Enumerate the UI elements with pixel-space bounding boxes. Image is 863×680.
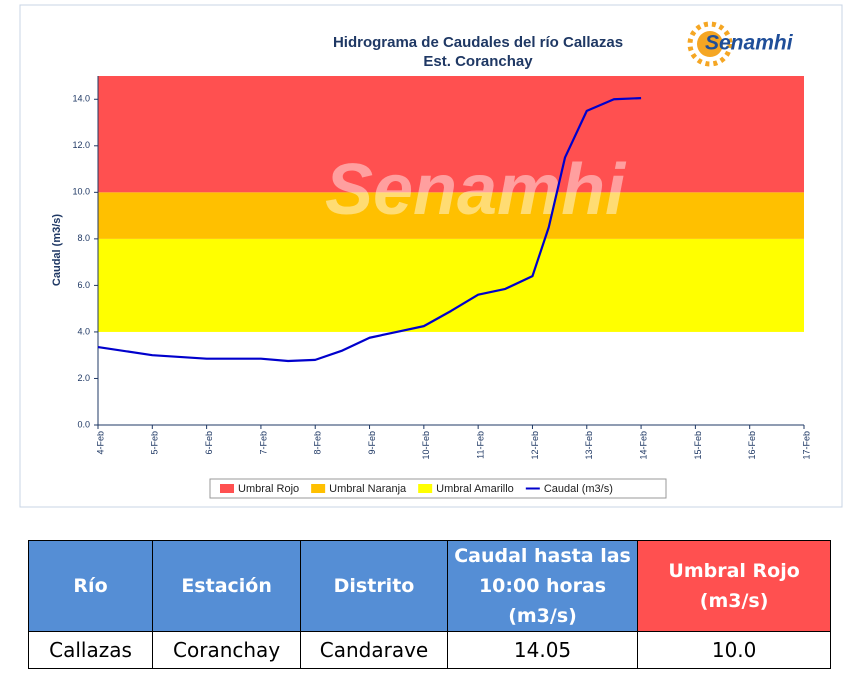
table-cell: 14.05 [446,631,639,669]
y-tick-label: 4.0 [77,326,90,336]
chart-title: Hidrograma de Caudales del río Callazas [333,34,623,51]
table-cell: Candarave [300,631,448,669]
threshold-band [98,238,804,332]
legend-label: Umbral Rojo [238,483,299,495]
logo-icon [687,21,733,67]
x-tick-label: 4-Feb [95,431,105,455]
logo: Senamhi [705,32,794,55]
table-header: Umbral Rojo (m3/s) [637,540,831,632]
legend-label: Umbral Naranja [329,483,407,495]
summary-table: Río Estación Distrito Caudal hasta las 10:0… [27,540,831,669]
x-tick-label: 9-Feb [367,431,377,455]
x-tick-label: 11-Feb [476,431,486,459]
table-header: Estación [152,540,302,632]
x-tick-label: 7-Feb [258,431,268,455]
table-header: Distrito [300,540,448,632]
y-tick-label: 10.0 [72,187,90,197]
y-axis-label: Caudal (m3/s) [51,214,63,286]
y-tick-label: 12.0 [72,140,90,150]
x-tick-label: 14-Feb [638,431,648,460]
legend-swatch [311,484,326,493]
x-tick-label: 15-Feb [693,431,703,460]
x-tick-label: 6-Feb [204,431,214,455]
x-tick-label: 16-Feb [747,431,757,460]
watermark: Senamhi [325,150,627,230]
x-tick-label: 8-Feb [313,431,323,455]
x-tick-label: 17-Feb [801,431,811,460]
x-tick-label: 12-Feb [530,431,540,460]
legend-label: Caudal (m3/s) [544,483,613,495]
threshold-band [98,76,804,193]
legend-swatch [220,484,234,493]
x-tick-label: 13-Feb [584,431,594,460]
legend-swatch [418,484,433,493]
y-tick-label: 2.0 [77,373,90,383]
legend [209,478,667,499]
table-header: Río [27,540,154,632]
x-tick-label: 5-Feb [150,431,160,455]
y-tick-label: 6.0 [77,280,90,290]
y-tick-label: 14.0 [72,94,90,104]
table-cell: 10.0 [637,631,831,669]
table-cell: Coranchay [152,631,302,669]
table-cell: Callazas [27,631,154,669]
table-header: Caudal hasta las 10:00 horas (m3/s) [446,540,639,632]
chart: Senamhi Hidrograma de Caudales del río C… [19,4,843,508]
y-tick-label: 0.0 [77,419,90,429]
chart-subtitle: Est. Coranchay [423,53,533,70]
flow-line [97,97,642,363]
legend-label: Umbral Amarillo [436,483,514,495]
threshold-band [98,192,804,239]
y-tick-label: 8.0 [77,233,90,243]
x-tick-label: 10-Feb [421,431,431,460]
